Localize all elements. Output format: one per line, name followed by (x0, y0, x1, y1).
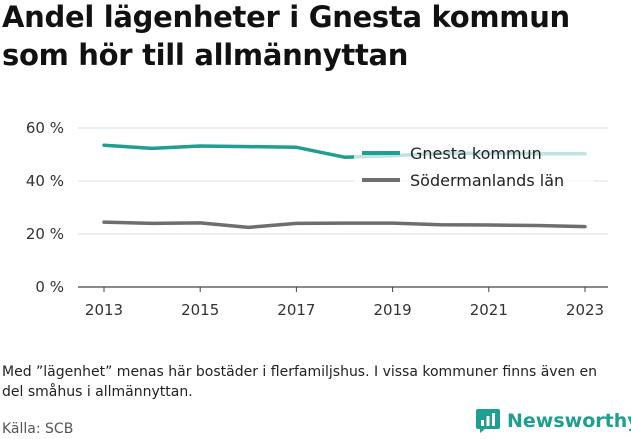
x-axis-labels: 2013 2015 2017 2019 2021 2023 (85, 301, 604, 319)
series-line-2 (102, 220, 587, 230)
grid-lines (78, 127, 608, 292)
newsworthy-logo-icon (476, 409, 500, 433)
chart-note: Med ”lägenhet” menas här bostäder i fler… (2, 364, 597, 400)
y-tick-label: 0 % (35, 278, 64, 296)
legend-label: Gnesta kommun (410, 144, 542, 163)
x-tick-label: 2019 (374, 301, 412, 319)
x-tick-label: 2013 (85, 301, 123, 319)
y-tick-label: 60 % (26, 119, 64, 137)
y-axis-labels: 0 % 20 % 40 % 60 % (26, 119, 64, 296)
x-tick-label: 2023 (566, 301, 604, 319)
x-tick-label: 2021 (470, 301, 508, 319)
x-tick-label: 2015 (181, 301, 219, 319)
chart-title: Andel lägenheter i Gnesta kommun som hör… (2, 0, 570, 72)
x-tick-label: 2017 (277, 301, 315, 319)
line-chart: 0 % 20 % 40 % 60 % 2013 2015 2017 2019 2021 2023… (26, 119, 608, 319)
newsworthy-brand[interactable]: Newsworthy (475, 408, 631, 434)
brand-name: Newsworthy (507, 410, 631, 432)
legend-label: Södermanlands län (410, 171, 564, 190)
y-tick-label: 40 % (26, 172, 64, 190)
y-tick-label: 20 % (26, 225, 64, 243)
legend: Gnesta kommun Södermanlands län (354, 141, 594, 199)
legend-background (354, 141, 594, 199)
source-text: Källa: SCB (2, 421, 74, 437)
